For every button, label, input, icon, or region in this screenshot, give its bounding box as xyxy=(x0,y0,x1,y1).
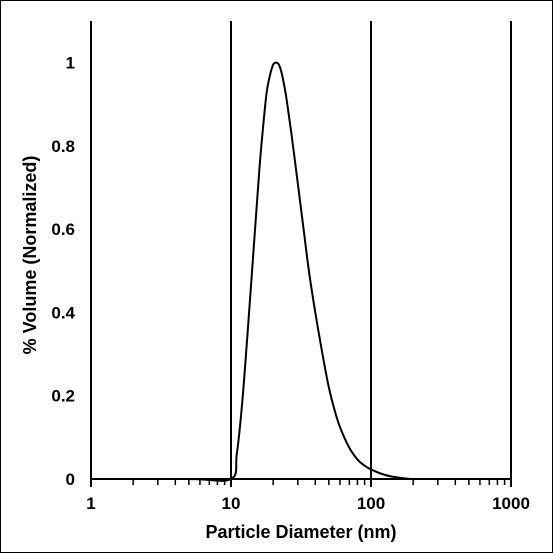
y-tick-label: 0.8 xyxy=(51,137,75,156)
x-tick-labels: 1 10 100 1000 xyxy=(86,494,530,513)
axes xyxy=(90,21,511,480)
x-axis-title: Particle Diameter (nm) xyxy=(205,522,396,542)
series-line-volume xyxy=(91,61,511,482)
y-tick-label: 0 xyxy=(66,470,75,489)
y-tick-label: 0.6 xyxy=(51,220,75,239)
y-tick-label: 1 xyxy=(66,54,75,73)
y-axis-title: % Volume (Normalized) xyxy=(20,156,40,355)
x-tick-label: 100 xyxy=(357,494,385,513)
x-tick-label: 1 xyxy=(86,494,95,513)
y-tick-labels: 0 0.2 0.4 0.6 0.8 1 xyxy=(51,54,75,489)
y-tick-label: 0.4 xyxy=(51,303,75,322)
gridlines xyxy=(230,21,512,479)
y-tick-label: 0.2 xyxy=(51,387,75,406)
minor-ticks xyxy=(90,479,512,487)
x-tick-label: 1000 xyxy=(492,494,530,513)
x-tick-label: 10 xyxy=(222,494,241,513)
